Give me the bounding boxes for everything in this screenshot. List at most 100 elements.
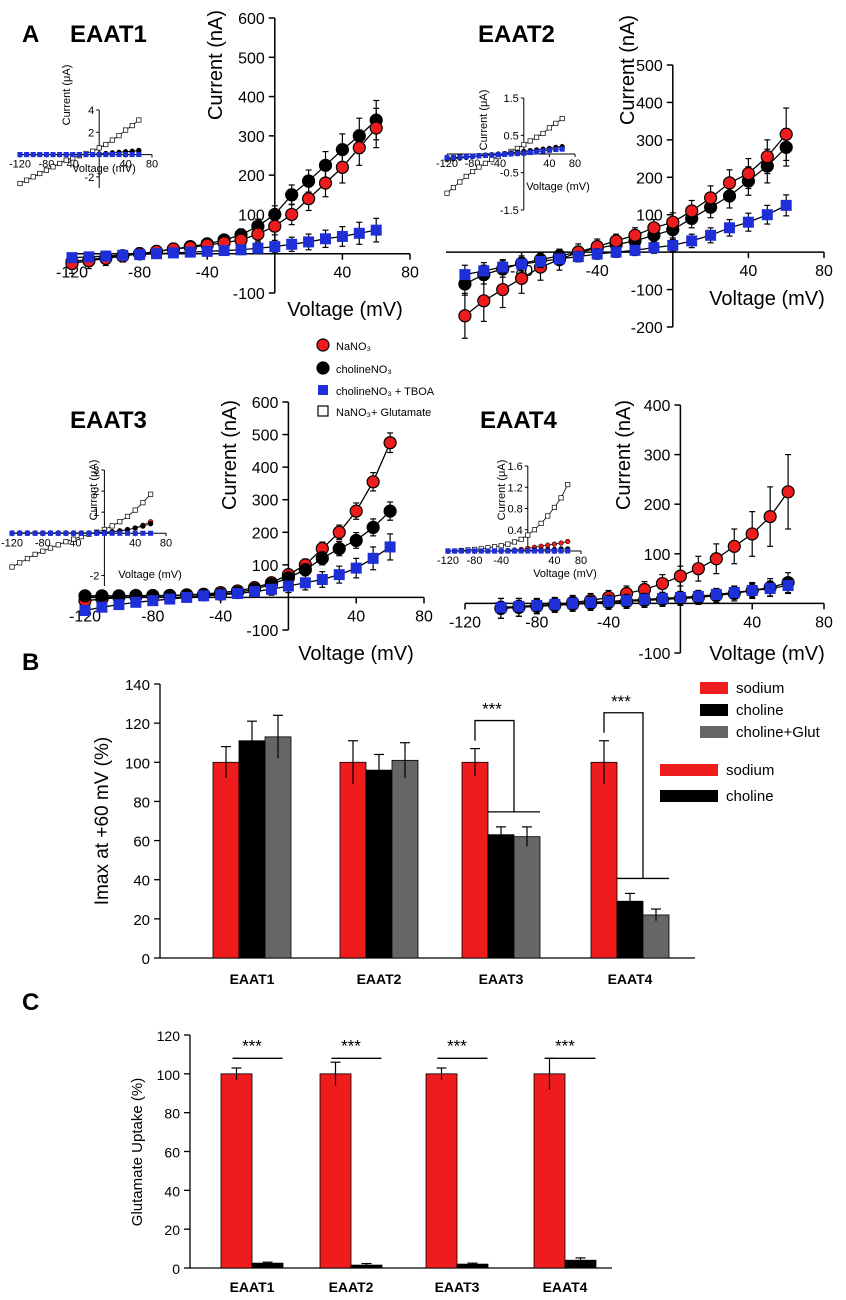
inset-data-point [132, 530, 138, 536]
y-tick-label: 500 [252, 428, 279, 445]
data-point [316, 574, 328, 586]
inset-data-point [545, 513, 551, 519]
data-point [691, 562, 705, 576]
inset-data-point [558, 540, 564, 546]
inset-data-point [40, 548, 46, 554]
inset-x-tick-label: -80 [38, 159, 54, 171]
y-tick-label: 200 [238, 168, 265, 185]
inset-data-point [525, 548, 531, 554]
legend-a: NaNO₃ cholineNO₃ cholineNO₃ + TBOA NaNO₃… [316, 338, 435, 419]
inset-data-point [55, 542, 61, 548]
data-point [572, 251, 584, 263]
inset-data-point [24, 530, 30, 536]
inset-data-point [76, 152, 82, 158]
significance-stars: *** [242, 1036, 262, 1055]
inset-y-tick-label: -1.5 [500, 205, 519, 217]
inset-data-point [452, 548, 458, 554]
inset-data-point [553, 146, 559, 153]
inset-data-point [450, 154, 456, 160]
panel-label-b: B [22, 649, 39, 676]
legend-label-nano3: NaNO₃ [336, 341, 371, 353]
y-tick-label: 0 [142, 951, 150, 968]
inset-data-point [32, 530, 38, 536]
inset-data-point [492, 548, 498, 554]
inset-data-point [43, 167, 49, 173]
x-tick-label: 40 [743, 614, 761, 631]
data-point [591, 248, 603, 260]
data-point [761, 209, 773, 221]
inset-data-point [116, 133, 122, 139]
bar-choline [487, 834, 515, 959]
bar-sodium [425, 1073, 458, 1269]
category-label: EAAT1 [230, 971, 275, 987]
inset-y-tick-label: 1.6 [508, 461, 523, 473]
inset-data-point [514, 151, 520, 157]
inset-data-point [538, 520, 544, 526]
data-point [727, 539, 741, 553]
inset-data-point [96, 152, 102, 158]
chart-panel-c: 0 20 40 60 80 100 120 Glutamate Uptake (%) EAAT1… [129, 762, 774, 1295]
inset-x-tick-label: -80 [35, 537, 51, 549]
y-tick-label: 600 [238, 11, 265, 28]
bar-choline [616, 900, 644, 959]
inset-y-tick-label: 1.2 [508, 482, 523, 494]
bar-sodium [533, 1073, 566, 1269]
panel-label-c: C [22, 989, 39, 1016]
data-point [333, 569, 345, 581]
inset-data-point [101, 530, 107, 536]
x-tick-label: 80 [415, 608, 433, 625]
data-point [703, 191, 718, 205]
inset-data-point [546, 125, 552, 131]
inset-data-point [17, 560, 23, 566]
significance-stars: *** [482, 700, 502, 719]
inset-y-tick-label: -2 [90, 570, 100, 582]
inset-y-tick-label: 3 [93, 465, 99, 477]
data-point [567, 597, 579, 609]
y-tick-label: 500 [636, 58, 663, 75]
bar-choline+Glut [642, 914, 670, 959]
data-point [531, 599, 543, 611]
inset-data-point [482, 152, 488, 159]
data-point [585, 596, 597, 608]
inset-data-point [495, 152, 501, 158]
inset-data-point [450, 185, 456, 191]
category-label: EAAT4 [608, 971, 653, 987]
data-point [366, 475, 380, 489]
inset-data-point [24, 177, 30, 183]
inset-data-point [17, 530, 23, 536]
data-point [742, 216, 754, 228]
y-tick-label: 200 [252, 525, 279, 542]
data-point [335, 160, 349, 174]
inset-data-point [90, 152, 96, 158]
inset-data-point [70, 152, 76, 158]
y-tick-label: 60 [133, 834, 150, 851]
data-point [655, 576, 670, 591]
data-point [95, 589, 109, 603]
y-tick-label: 20 [164, 1222, 180, 1238]
inset-data-point [30, 152, 36, 158]
inset-y-tick-label: 2 [93, 486, 99, 498]
y-tick-label: 80 [133, 794, 150, 811]
inset-x-tick-label: 80 [146, 159, 158, 171]
data-point [184, 246, 196, 258]
inset-data-point [50, 164, 56, 170]
data-point [318, 176, 333, 190]
inset-data-point [37, 152, 43, 158]
inset-data-point [24, 152, 30, 158]
y-tick-label: 300 [252, 493, 279, 510]
data-point [232, 588, 244, 600]
data-point [349, 504, 363, 518]
y-axis-label: Current (nA) [219, 400, 241, 510]
chart-title: EAAT4 [480, 407, 558, 434]
inset-chart: -120 -80 -40 40 80 0.4 0.8 1.2 1.6 Voltage (mV) Cu… [437, 460, 597, 580]
y-axis-label: Current (nA) [613, 400, 635, 510]
inset-data-point [559, 115, 565, 122]
data-point [198, 590, 210, 602]
data-point [745, 527, 759, 541]
data-point [218, 245, 230, 257]
inset-data-point [531, 548, 538, 554]
data-point [673, 569, 688, 583]
inset-x-tick-label: 80 [569, 158, 581, 170]
inset-data-point [540, 148, 546, 154]
inset-data-point [551, 541, 558, 547]
